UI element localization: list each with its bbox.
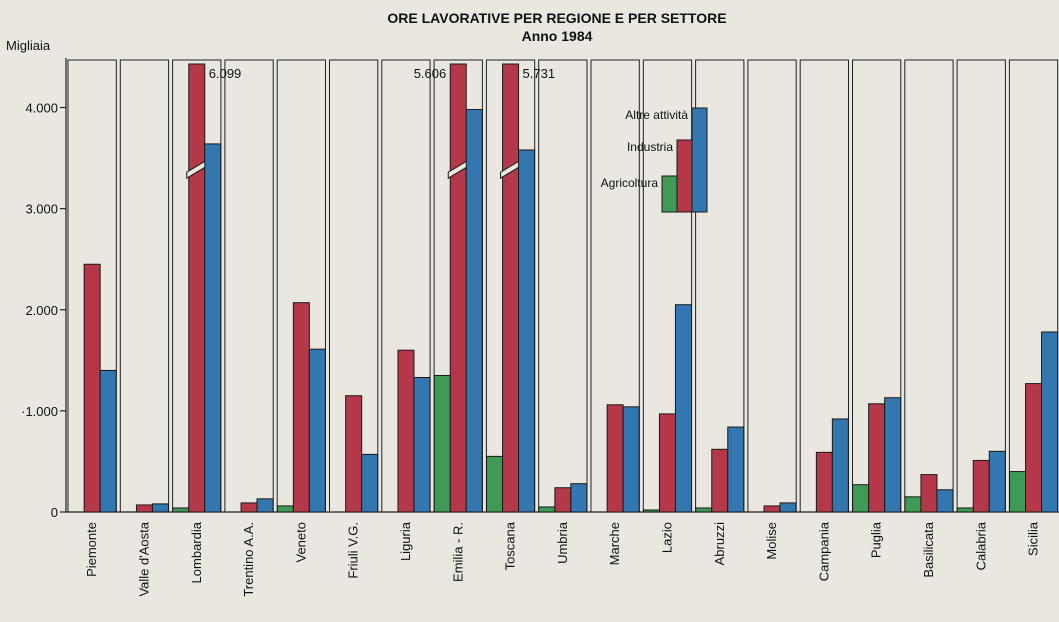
category-label: Sicilia — [1026, 521, 1041, 556]
bar-agricoltura — [956, 507, 974, 513]
category-label: Toscana — [503, 521, 518, 570]
bar-industria — [449, 63, 467, 513]
bar-industria — [292, 302, 310, 513]
category-label: Veneto — [293, 522, 308, 563]
data-label: 5.731 — [523, 66, 556, 81]
y-tick-label: 4.000 — [25, 101, 58, 116]
bar-altre-attivit — [831, 418, 849, 513]
category-label: Umbria — [555, 521, 570, 564]
legend-swatch — [661, 175, 678, 213]
bar-agricoltura — [486, 455, 504, 513]
bar-industria — [972, 459, 990, 513]
bar-altre-attivit — [779, 502, 797, 513]
bar-industria — [868, 403, 886, 513]
legend-label: Industria — [627, 140, 673, 154]
bar-agricoltura — [172, 507, 190, 513]
bar-agricoltura — [904, 496, 922, 513]
category-label: Lazio — [659, 522, 674, 553]
category-label: Valle d'Aosta — [136, 521, 151, 596]
bar-agricoltura — [852, 484, 870, 513]
bar-industria — [606, 404, 624, 513]
chart-subtitle: Anno 1984 — [522, 28, 593, 44]
bar-altre-attivit — [204, 143, 222, 513]
data-label: 6.099 — [209, 66, 242, 81]
category-label: Trentino A.A. — [241, 522, 256, 597]
category-label: Molise — [764, 522, 779, 560]
bar-altre-attivit — [622, 406, 640, 513]
legend-swatch — [676, 139, 693, 213]
category-label: Lombardia — [189, 521, 204, 583]
bar-industria — [554, 487, 572, 513]
bar-industria — [240, 502, 258, 513]
bar-altre-attivit — [308, 348, 326, 513]
bar-altre-attivit — [465, 109, 483, 513]
region-panel — [956, 59, 1006, 513]
bar-agricoltura — [433, 374, 451, 513]
category-label: Abruzzi — [712, 522, 727, 565]
bar-industria — [920, 474, 938, 513]
chart-title: ORE LAVORATIVE PER REGIONE E PER SETTORE — [387, 10, 726, 26]
bar-altre-attivit — [570, 483, 588, 513]
bar-agricoltura — [1009, 471, 1027, 513]
y-tick-label: 3.000 — [25, 202, 58, 217]
bar-agricoltura — [642, 509, 660, 513]
y-tick-label: 2.000 — [25, 303, 58, 318]
category-label: Piemonte — [84, 522, 99, 577]
region-panel — [538, 59, 588, 513]
category-label: Friuli V.G. — [346, 522, 361, 579]
bar-industria — [1025, 383, 1043, 513]
category-label: Liguria — [398, 521, 413, 561]
bar-industria — [83, 263, 101, 513]
bar-altre-attivit — [151, 503, 169, 513]
region-panel — [904, 59, 954, 513]
bar-industria — [135, 504, 153, 513]
bar-altre-attivit — [361, 453, 379, 513]
category-label: Calabria — [973, 521, 988, 570]
bar-altre-attivit — [1041, 331, 1059, 513]
bar-agricoltura — [276, 505, 294, 513]
legend-swatch — [691, 107, 708, 213]
bar-industria — [658, 413, 676, 513]
y-tick-label: ·1.000 — [21, 404, 58, 419]
bar-altre-attivit — [518, 149, 536, 513]
bar-agricoltura — [538, 506, 556, 513]
y-axis-label: Migliaia — [6, 38, 51, 53]
bar-altre-attivit — [727, 426, 745, 513]
category-label: Marche — [607, 522, 622, 565]
bar-altre-attivit — [674, 304, 692, 513]
bar-agricoltura — [695, 507, 713, 513]
bar-industria — [345, 395, 363, 513]
region-panel — [119, 59, 170, 513]
category-label: Basilicata — [921, 521, 936, 577]
category-label: Campania — [816, 521, 831, 581]
bar-altre-attivit — [988, 450, 1006, 513]
bar-altre-attivit — [884, 397, 902, 513]
bar-industria — [397, 349, 415, 513]
category-label: Puglia — [869, 521, 884, 558]
category-label: Emilia - R. — [450, 522, 465, 582]
bar-altre-attivit — [256, 498, 274, 513]
bar-industria — [815, 451, 833, 513]
bar-industria — [188, 63, 206, 513]
bar-altre-attivit — [413, 377, 431, 513]
bar-altre-attivit — [99, 369, 117, 513]
data-label: 5.606 — [414, 66, 447, 81]
legend-label: Altre attività — [625, 108, 688, 122]
bar-industria — [711, 448, 729, 513]
region-panel — [224, 59, 274, 513]
bar-altre-attivit — [936, 489, 954, 513]
bar-industria — [763, 505, 781, 513]
legend-label: Agricoltura — [601, 176, 659, 190]
region-panel — [747, 59, 797, 513]
bar-industria — [502, 63, 520, 513]
y-tick-label: 0 — [51, 505, 58, 520]
